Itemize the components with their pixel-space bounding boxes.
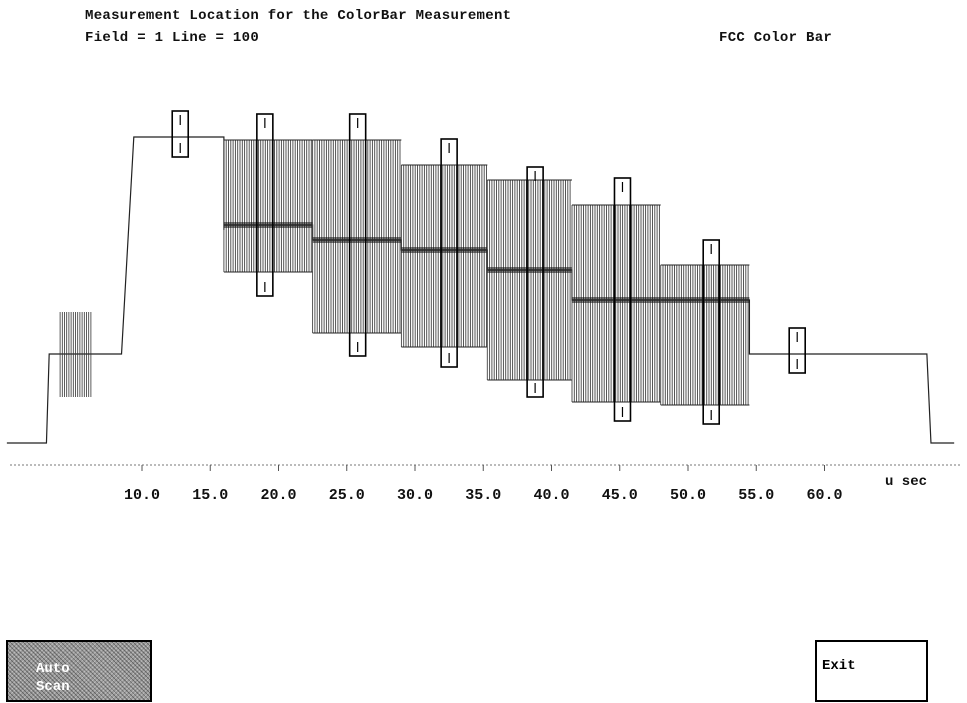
waveform-envelope — [6, 136, 955, 444]
measurement-marker[interactable] — [788, 327, 807, 374]
measurement-marker[interactable] — [256, 113, 274, 297]
axis-tick-label: 15.0 — [192, 487, 228, 504]
axis-tick-label: 35.0 — [465, 487, 501, 504]
axis-tick-label: 30.0 — [397, 487, 433, 504]
measurement-markers — [171, 110, 807, 425]
measurement-marker[interactable] — [440, 138, 458, 368]
axis-tick-label: 60.0 — [806, 487, 842, 504]
color-bar-magenta — [486, 179, 572, 381]
auto-scan-button[interactable]: Auto Scan — [6, 640, 152, 702]
measurement-marker[interactable] — [348, 113, 367, 357]
measurement-marker[interactable] — [526, 166, 544, 398]
axis-tick-label: 10.0 — [124, 487, 160, 504]
field-line-readout: Field = 1 Line = 100 — [85, 30, 260, 46]
axis-tick-label: 25.0 — [329, 487, 365, 504]
color-bar-red — [571, 204, 661, 403]
measurement-marker[interactable] — [171, 110, 190, 158]
colorburst-signal — [59, 312, 92, 397]
color-bar-blue — [660, 264, 750, 406]
page-title: Measurement Location for the ColorBar Me… — [85, 8, 512, 24]
measurement-marker[interactable] — [702, 239, 721, 425]
waveform-display: u sec 10.0 15.0 20.0 25.0 30.0 35.0 40.0 45.0 50… — [6, 110, 960, 504]
pattern-name: FCC Color Bar — [719, 30, 833, 46]
exit-label: Exit — [822, 658, 856, 674]
time-axis: u sec 10.0 15.0 20.0 25.0 30.0 35.0 40.0 45.0 50… — [10, 464, 960, 504]
axis-unit-label: u sec — [885, 474, 927, 490]
color-bar-yellow — [223, 139, 313, 273]
axis-tick-label: 20.0 — [260, 487, 296, 504]
axis-tick-label: 45.0 — [602, 487, 638, 504]
measurement-marker[interactable] — [613, 177, 632, 422]
auto-scan-label-line2: Scan — [36, 679, 70, 695]
exit-button[interactable]: Exit — [815, 640, 928, 702]
axis-tick-label: 50.0 — [670, 487, 706, 504]
color-bar-cyan — [312, 139, 402, 334]
axis-tick-label: 40.0 — [533, 487, 569, 504]
waveform-trace — [6, 136, 955, 444]
auto-scan-label-line1: Auto — [36, 661, 70, 677]
axis-tick-label: 55.0 — [738, 487, 774, 504]
color-bar-green — [400, 164, 488, 348]
